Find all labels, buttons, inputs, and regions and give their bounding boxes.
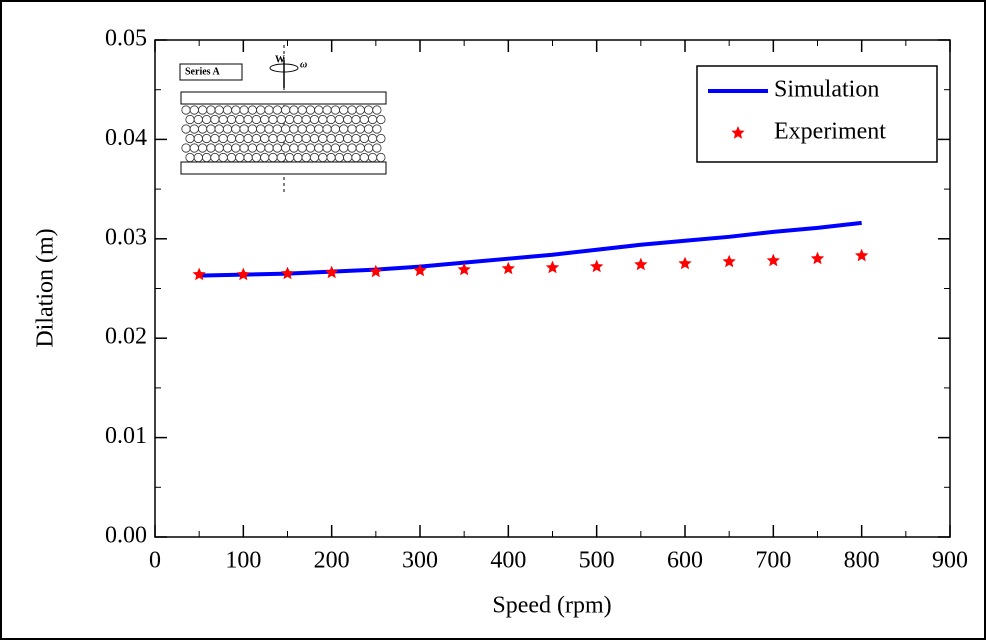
data-point bbox=[501, 261, 515, 275]
y-tick-label: 0.05 bbox=[105, 26, 147, 52]
x-tick-label: 400 bbox=[490, 548, 526, 574]
x-tick-label: 700 bbox=[755, 548, 791, 574]
data-point bbox=[678, 256, 692, 270]
y-tick-label: 0.01 bbox=[105, 423, 147, 449]
y-tick-label: 0.03 bbox=[105, 224, 147, 250]
data-point bbox=[545, 260, 560, 274]
data-point bbox=[855, 248, 869, 262]
x-tick-label: 600 bbox=[667, 548, 703, 574]
data-point bbox=[192, 267, 206, 281]
data-point bbox=[766, 253, 780, 267]
y-tick-label: 0.02 bbox=[105, 324, 147, 350]
data-point bbox=[413, 263, 427, 277]
legend-label: Experiment bbox=[774, 119, 886, 145]
inset-diagram: Series A W ω bbox=[179, 45, 387, 192]
x-tick-label: 900 bbox=[932, 548, 968, 574]
data-point bbox=[722, 254, 736, 268]
x-tick-label: 200 bbox=[314, 548, 350, 574]
x-axis-label: Speed (rpm) bbox=[492, 593, 611, 619]
data-point bbox=[236, 267, 250, 281]
legend: Simulation Experiment bbox=[696, 65, 938, 163]
x-tick-label: 300 bbox=[402, 548, 438, 574]
x-tick-label: 0 bbox=[149, 548, 161, 574]
legend-label: Simulation bbox=[774, 77, 879, 103]
data-point bbox=[590, 259, 604, 273]
data-point bbox=[369, 264, 383, 278]
y-tick-label: 0.00 bbox=[105, 523, 147, 549]
data-point bbox=[634, 257, 648, 271]
y-axis-label: Dilation (m) bbox=[33, 228, 59, 347]
x-tick-label: 500 bbox=[579, 548, 615, 574]
data-point bbox=[280, 266, 295, 280]
legend-swatch bbox=[731, 126, 745, 139]
data-point bbox=[457, 262, 471, 276]
inset-label: ω bbox=[300, 59, 307, 70]
data-point bbox=[325, 265, 339, 279]
inset-label: W bbox=[275, 54, 285, 65]
data-point bbox=[810, 251, 825, 265]
series-line bbox=[199, 220, 862, 278]
y-tick-label: 0.04 bbox=[105, 125, 147, 151]
x-tick-label: 100 bbox=[225, 548, 261, 574]
x-tick-label: 800 bbox=[844, 548, 880, 574]
inset-label: Series A bbox=[185, 66, 220, 77]
